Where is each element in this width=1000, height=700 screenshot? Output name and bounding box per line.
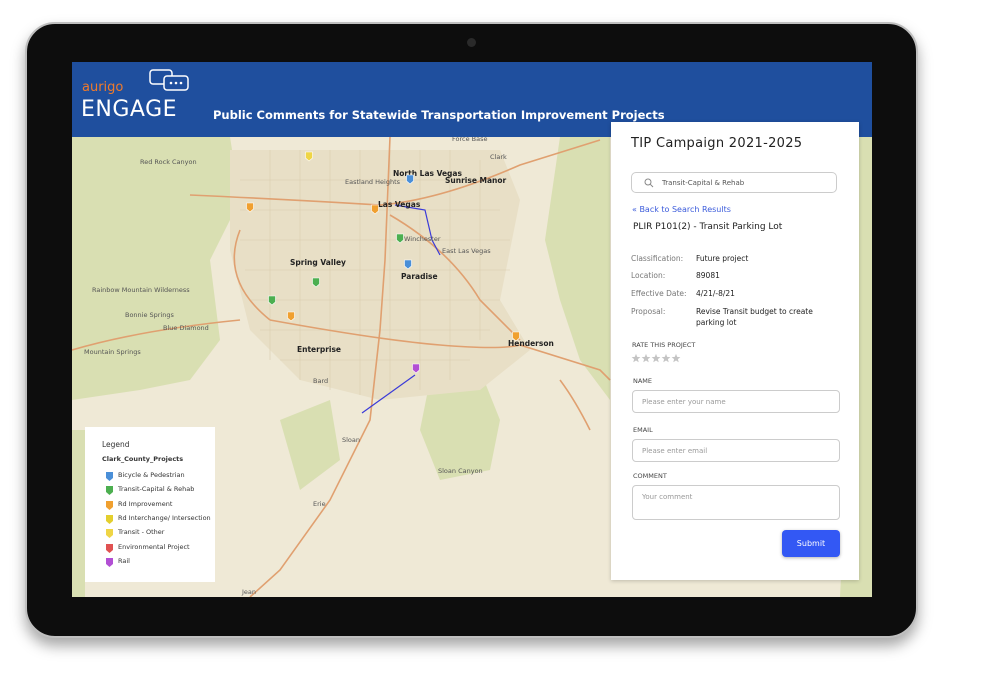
- street-grid: [240, 150, 510, 395]
- field-input[interactable]: Please enter your name: [632, 390, 840, 413]
- detail-label: Proposal:: [631, 307, 666, 316]
- product-name: ENGAGE: [81, 97, 178, 122]
- rating-star[interactable]: [631, 353, 641, 363]
- rate-label: RATE THIS PROJECT: [632, 341, 696, 349]
- detail-label: Effective Date:: [631, 289, 687, 298]
- detail-value: Revise Transit budget to create parking …: [696, 307, 813, 327]
- map-label: Sloan: [342, 436, 360, 444]
- map-pin[interactable]: [404, 259, 412, 270]
- legend-label: Transit-Capital & Rehab: [118, 485, 195, 494]
- map-label: Sloan Canyon: [438, 467, 483, 475]
- map-pin[interactable]: [406, 174, 414, 185]
- map-pin[interactable]: [371, 204, 379, 215]
- legend-label: Rail: [118, 556, 130, 565]
- legend-icon: [106, 486, 113, 496]
- rating-stars: [631, 353, 681, 363]
- map-label: Bard: [313, 377, 328, 385]
- map-pin[interactable]: [305, 151, 313, 162]
- legend-label: Rd Improvement: [118, 499, 173, 508]
- rating-star[interactable]: [651, 353, 661, 363]
- legend-icon: [106, 500, 113, 510]
- legend-swatch: [106, 514, 113, 524]
- map-label: Enterprise: [297, 345, 341, 354]
- legend-title: Legend: [102, 440, 130, 449]
- map-pin[interactable]: [268, 295, 276, 306]
- map-label: Mountain Springs: [84, 348, 141, 356]
- detail-label: Classification:: [631, 254, 684, 263]
- project-panel: [611, 122, 859, 580]
- map-label: Eastland Heights: [345, 178, 401, 186]
- highlight-routes: [361, 204, 441, 414]
- legend-icon: [106, 514, 113, 524]
- legend-label: Environmental Project: [118, 542, 190, 551]
- field-label: COMMENT: [633, 472, 667, 480]
- legend-swatch: [106, 529, 113, 539]
- map-label: Sunrise Manor: [445, 176, 507, 185]
- submit-button[interactable]: Submit: [782, 530, 840, 557]
- field-label: EMAIL: [633, 426, 653, 434]
- map-label: Jean: [241, 588, 256, 596]
- legend-swatch: [106, 500, 113, 510]
- legend-swatch: [106, 557, 113, 567]
- field-input[interactable]: Your comment: [632, 485, 840, 520]
- rating-star[interactable]: [671, 353, 681, 363]
- map-label: Spring Valley: [290, 258, 346, 267]
- rating-star[interactable]: [661, 353, 671, 363]
- legend-layer: Clark_County_Projects: [102, 455, 184, 463]
- map-label: North Las Vegas: [393, 169, 462, 178]
- urban-area: [230, 150, 530, 400]
- camera: [467, 38, 476, 47]
- brand: aurigo: [82, 80, 124, 95]
- map-pin[interactable]: [512, 331, 520, 342]
- terrain: [72, 137, 872, 597]
- legend-icon: [106, 472, 113, 481]
- detail-value: 89081: [696, 271, 720, 280]
- legend-label: Transit - Other: [118, 528, 165, 537]
- map-pin[interactable]: [312, 277, 320, 288]
- legend-swatch: [106, 486, 113, 496]
- search-box[interactable]: Transit-Capital & Rehab: [631, 172, 837, 193]
- field-input[interactable]: Please enter email: [632, 439, 840, 462]
- map-label: Force Base: [452, 135, 487, 143]
- field-label: NAME: [633, 377, 653, 385]
- legend-label: Bicycle & Pedestrian: [118, 471, 185, 479]
- detail-value: Future project: [696, 254, 749, 263]
- detail-label: Location:: [631, 271, 666, 280]
- legend-label: Rd Interchange/ Intersection: [118, 513, 211, 522]
- map-label: Bonnie Springs: [125, 311, 175, 319]
- engage-logo-icon: [149, 69, 189, 91]
- map-pin[interactable]: [412, 363, 420, 374]
- map-label: Clark: [490, 153, 507, 161]
- search-icon: [644, 178, 654, 188]
- map-label: Erie: [313, 500, 326, 508]
- map-label: Henderson: [508, 339, 554, 348]
- legend-swatch: [106, 472, 113, 481]
- map-label: Rainbow Mountain Wilderness: [92, 286, 190, 294]
- header-title: Public Comments for Statewide Transporta…: [213, 108, 665, 122]
- map-label: East Las Vegas: [442, 247, 491, 255]
- legend-icon: [106, 543, 113, 553]
- map-pin[interactable]: [246, 202, 254, 213]
- map-pin[interactable]: [287, 311, 295, 322]
- map-label: Winchester: [404, 235, 441, 243]
- legend: Legend Clark_County_Projects Bicycle & P…: [85, 427, 215, 582]
- map-pin[interactable]: [396, 233, 404, 244]
- map-label: Las Vegas: [378, 200, 421, 209]
- map-label: Red Rock Canyon: [140, 158, 197, 166]
- map-label: Paradise: [401, 272, 438, 281]
- roads: [72, 136, 611, 597]
- project-name: PLIR P101(2) - Transit Parking Lot: [633, 222, 783, 232]
- legend-icon: [106, 557, 113, 567]
- legend-swatch: [106, 543, 113, 553]
- legend-icon: [106, 529, 113, 539]
- map-label: Blue Diamond: [163, 324, 209, 332]
- rating-star[interactable]: [641, 353, 651, 363]
- back-link[interactable]: « Back to Search Results: [632, 205, 731, 214]
- detail-value: 4/21/-8/21: [696, 289, 735, 298]
- panel-title: TIP Campaign 2021-2025: [631, 136, 803, 151]
